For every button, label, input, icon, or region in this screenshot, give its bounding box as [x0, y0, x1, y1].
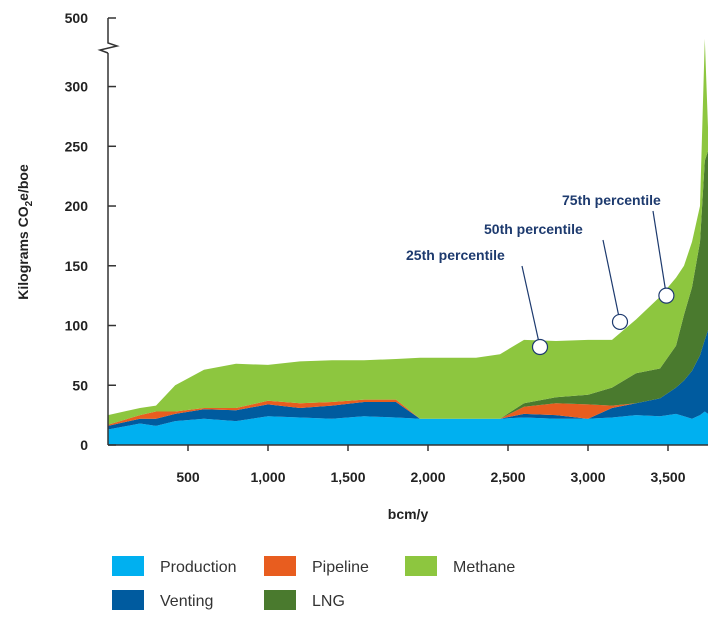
- x-tick-label: 1,500: [330, 469, 365, 485]
- x-tick-label: 3,500: [650, 469, 685, 485]
- legend-swatch-production: [112, 556, 144, 576]
- legend-swatch-pipeline: [264, 556, 296, 576]
- y-tick-label: 200: [65, 198, 89, 214]
- y-tick-label-break: 500: [65, 10, 89, 26]
- area-venting: [108, 330, 708, 430]
- y-axis-title: Kilograms CO2e/boe: [15, 164, 35, 300]
- legend-label-venting: Venting: [160, 593, 213, 610]
- y-tick-label: 250: [65, 138, 89, 154]
- annotation-label: 50th percentile: [484, 221, 583, 237]
- y-ticks: 0 50 100 150 200 250 300 500: [65, 10, 116, 453]
- y-tick-label: 0: [80, 437, 88, 453]
- y-axis-title-suffix: e/boe: [15, 164, 31, 201]
- legend-label-lng: LNG: [312, 593, 345, 610]
- x-ticks: 500 1,000 1,500 2,000 2,500 3,000 3,500: [176, 445, 686, 485]
- y-axis-title-subscript: 2: [24, 200, 35, 206]
- annotation-label: 25th percentile: [406, 247, 505, 263]
- annotation-marker: [658, 287, 675, 304]
- legend-swatch-methane: [405, 556, 437, 576]
- x-tick-label: 1,000: [250, 469, 285, 485]
- legend-label-methane: Methane: [453, 559, 515, 576]
- x-tick-label: 2,500: [490, 469, 525, 485]
- y-tick-label: 50: [72, 377, 88, 393]
- x-tick-label: 500: [176, 469, 200, 485]
- y-tick-label: 300: [65, 79, 89, 95]
- area-methane: [108, 38, 708, 425]
- axes: [97, 18, 708, 446]
- annotation-leader: [521, 265, 541, 348]
- annotation-marker: [611, 313, 629, 331]
- x-axis-title: bcm/y: [388, 506, 429, 522]
- legend-label-production: Production: [160, 559, 237, 576]
- area-lng: [108, 151, 708, 425]
- y-tick-label: 150: [65, 258, 89, 274]
- legend-swatch-lng: [264, 590, 296, 610]
- annotation-label: 75th percentile: [562, 192, 661, 208]
- stacked-areas: [108, 38, 708, 445]
- x-tick-label: 2,000: [410, 469, 445, 485]
- y-tick-label: 100: [65, 318, 89, 334]
- percentile-annotations: 25th percentile 50th percentile 75th perce…: [406, 192, 675, 356]
- annotation-marker: [531, 338, 549, 356]
- annotation-leader: [652, 210, 667, 296]
- legend: Production Pipeline Methane Venting LNG: [112, 556, 515, 610]
- annotation-leader: [602, 239, 621, 323]
- x-tick-label: 3,000: [570, 469, 605, 485]
- y-axis-break: [97, 18, 120, 54]
- legend-swatch-venting: [112, 590, 144, 610]
- legend-label-pipeline: Pipeline: [312, 559, 369, 576]
- area-production: [108, 411, 708, 445]
